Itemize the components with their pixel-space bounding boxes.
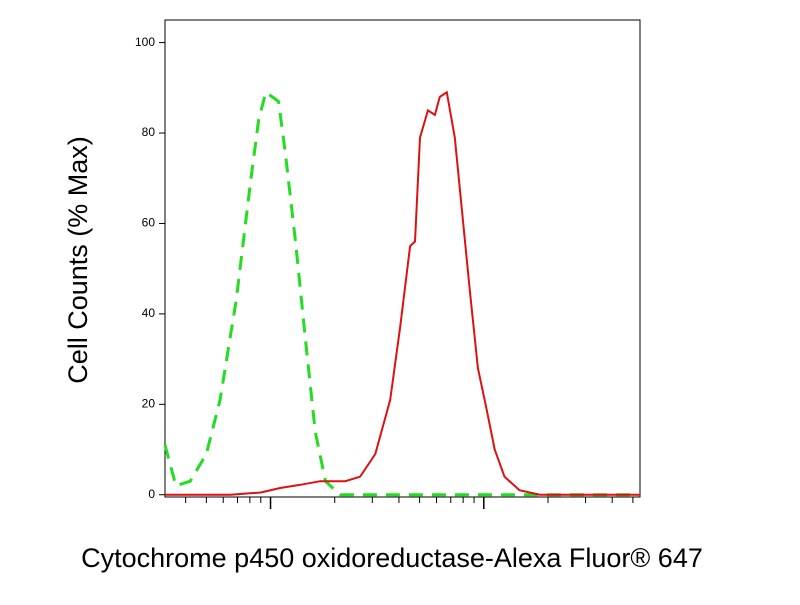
y-tick-label: 60 (142, 216, 156, 230)
y-tick-label: 40 (142, 306, 156, 320)
y-tick-label: 0 (148, 487, 155, 501)
y-tick-label: 100 (135, 35, 155, 49)
series-line (165, 90, 640, 496)
y-axis-label: Cell Counts (% Max) (63, 136, 93, 384)
series-line (163, 89, 640, 497)
x-axis-label: Cytochrome p450 oxidoreductase-Alexa Flu… (81, 543, 703, 573)
y-tick-label: 20 (142, 396, 156, 410)
y-tick-label: 80 (142, 125, 156, 139)
plot-frame (164, 19, 641, 498)
